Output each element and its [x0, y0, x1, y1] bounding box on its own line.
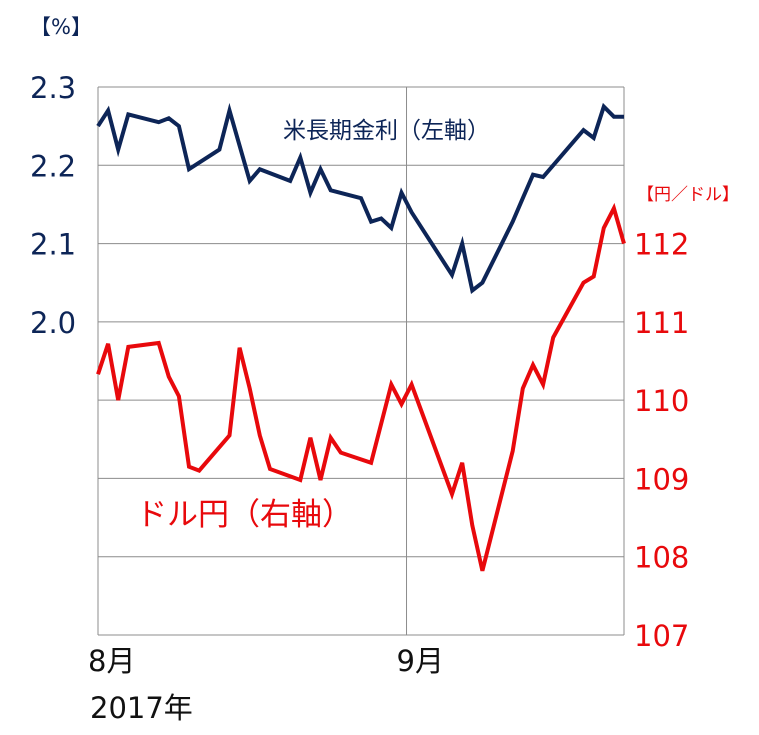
right-axis-unit-label: 【円／ドル】 [637, 185, 739, 205]
right-axis-tick-label: 110 [634, 384, 689, 418]
right-axis-tick-label: 111 [634, 306, 689, 340]
series-line-usdjpy [96, 202, 626, 572]
x-axis-tick-label: 9月 [397, 644, 444, 678]
left-axis-tick-label: 2.0 [30, 306, 76, 340]
series-lines [96, 102, 626, 572]
right-axis-tick-label: 107 [634, 619, 689, 653]
left-axis-tick-label: 2.3 [30, 71, 76, 105]
x-axis-year-label: 2017年 [90, 691, 193, 725]
left-axis-unit-label: 【%】 [30, 15, 92, 39]
x-axis-tick-label: 8月 [88, 644, 135, 678]
left-axis-tick-label: 2.1 [30, 228, 76, 262]
right-axis-tick-label: 108 [634, 541, 689, 575]
chart-text: 【%】 【円／ドル】 米長期金利（左軸） ドル円（右軸） 2017年 [30, 15, 739, 725]
left-axis-tick-label: 2.2 [30, 149, 76, 183]
right-axis-tick-label: 112 [634, 228, 689, 262]
grid-lines [97, 86, 625, 636]
series-label-usdjpy: ドル円（右軸） [136, 497, 353, 533]
series-label-us-yield: 米長期金利（左軸） [283, 118, 490, 144]
series-line-us-yield [96, 102, 624, 295]
tick-labels: 2.0 2.1 2.2 2.3 107 108 109 110 111 112 8月 9月 [30, 71, 689, 678]
right-axis-tick-label: 109 [634, 462, 689, 496]
